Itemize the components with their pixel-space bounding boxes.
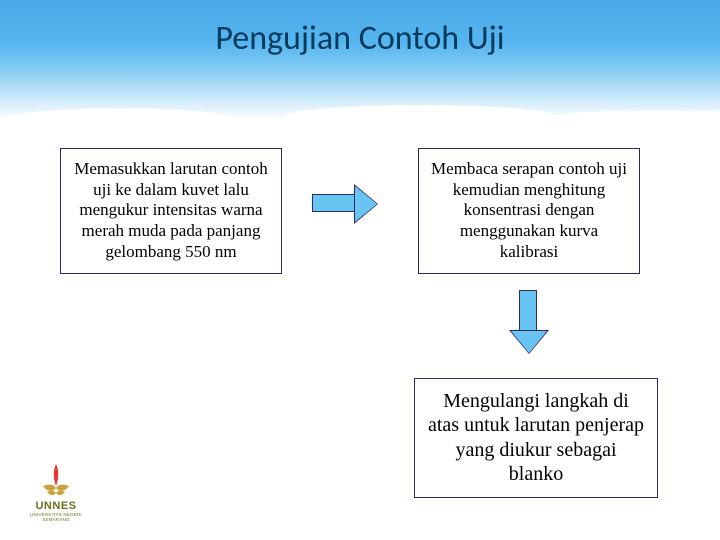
logo-icon [39,462,73,498]
unnes-logo: UNNES UNIVERSITAS NEGERI SEMARANG [26,462,86,522]
slide-title: Pengujian Contoh Uji [0,18,720,59]
flow-step-3: Mengulangi langkah di atas untuk larutan… [414,378,658,498]
flow-step-2: Membaca serapan contoh uji kemudian meng… [418,148,640,274]
logo-subtitle: UNIVERSITAS NEGERI SEMARANG [26,512,86,522]
flow-step-1: Memasukkan larutan contoh uji ke dalam k… [60,148,282,274]
logo-name: UNNES [26,500,86,512]
slide: Pengujian Contoh Uji Memasukkan larutan … [0,0,720,540]
header-wave [0,88,720,128]
